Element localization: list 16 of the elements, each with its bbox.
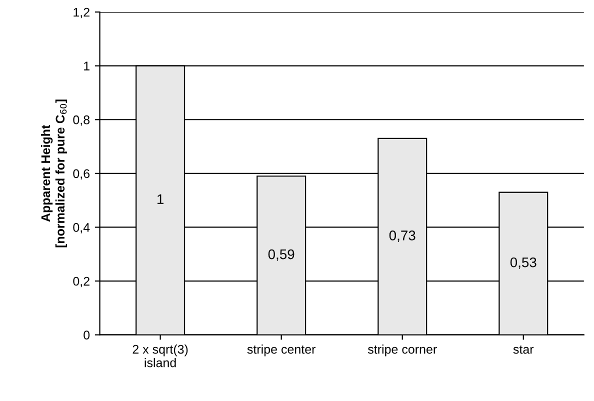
y-tick-label: 1,2 bbox=[74, 8, 90, 18]
y-tick-label: 0,2 bbox=[73, 276, 90, 288]
y-tick-label: 0,6 bbox=[73, 169, 90, 180]
x-tick-label: stripe center bbox=[247, 344, 316, 356]
x-tick-label: stripe corner bbox=[368, 344, 437, 356]
data-label: 0,53 bbox=[510, 257, 536, 269]
data-label: 0,73 bbox=[389, 230, 416, 242]
y-tick-label: 1 bbox=[84, 62, 90, 70]
data-label: 0,59 bbox=[268, 249, 294, 261]
y-tick-label: 0 bbox=[84, 330, 90, 340]
y-tick-label: 0,4 bbox=[73, 223, 90, 234]
y-axis-title: Apparent Height [normalized for pure C$_{60}$] bbox=[40, 100, 68, 248]
data-label: 1 bbox=[158, 194, 164, 204]
y-tick-label: 0,8 bbox=[73, 115, 90, 126]
x-tick-label: star bbox=[513, 346, 534, 354]
x-tick-label: 2 x sqrt(3) island bbox=[132, 344, 188, 368]
